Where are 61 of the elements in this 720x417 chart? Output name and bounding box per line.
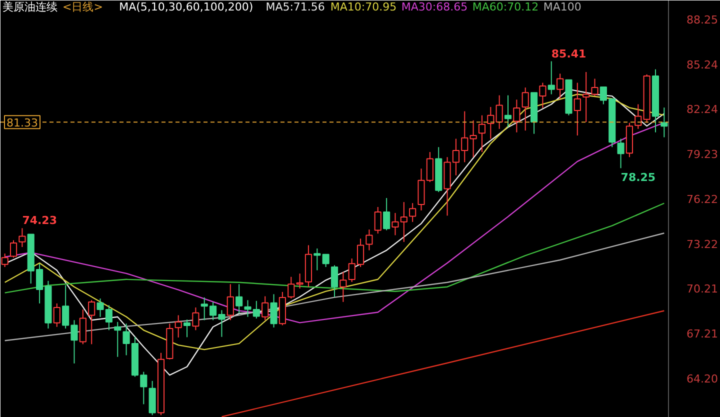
candlestick — [236, 284, 243, 314]
annotation: 74.23 — [22, 214, 57, 228]
candlestick — [478, 114, 486, 153]
candlestick — [374, 206, 382, 234]
ref-line-label: 81.33 — [6, 116, 38, 130]
text: MA60:70.12 — [472, 0, 539, 14]
text: MA30:68.65 — [401, 0, 468, 14]
candlestick — [288, 276, 295, 300]
text: MA100 — [543, 0, 582, 14]
candlestick — [183, 319, 191, 338]
annotation: 78.25 — [620, 171, 656, 184]
candlestick — [496, 94, 503, 130]
candlestick — [330, 264, 338, 298]
y-tick-label: 76.22 — [686, 192, 718, 206]
candlestick — [114, 321, 122, 358]
candlestick — [226, 284, 234, 321]
candlestick — [383, 198, 390, 231]
candlestick — [634, 104, 642, 130]
annotation: MA(5,10,30,60,100,200) — [119, 0, 254, 14]
candlestick — [470, 120, 477, 158]
candlestick — [314, 248, 321, 271]
candlestick — [340, 271, 347, 302]
candlestick — [461, 110, 468, 163]
candlestick — [296, 273, 304, 290]
y-tick-label: 70.21 — [686, 282, 718, 296]
candlestick — [53, 302, 60, 328]
candlestick — [513, 99, 520, 133]
y-tick-label: 88.25 — [686, 13, 718, 26]
candlestick — [366, 229, 373, 251]
candlestick — [88, 300, 96, 345]
y-tick-label: 64.20 — [686, 372, 718, 386]
candlestick — [192, 306, 200, 331]
y-tick-label: 67.21 — [686, 327, 718, 340]
candlestick — [504, 94, 512, 128]
y-tick-label: 82.24 — [686, 103, 718, 116]
candlestick — [409, 202, 416, 222]
candlestick — [548, 60, 555, 95]
text: MA5:71.56 — [266, 0, 325, 14]
line-series — [4, 232, 665, 342]
line-series — [4, 202, 665, 294]
candlestick — [574, 82, 581, 136]
chart-subtitle: <日线> — [62, 0, 103, 14]
annotation: 85.41 — [551, 47, 586, 60]
candlestick — [487, 106, 494, 140]
y-tick-label: 85.24 — [686, 58, 718, 72]
candlestick — [10, 240, 18, 258]
chart-title: 美原油连续 — [2, 0, 58, 14]
candlestick — [539, 82, 546, 108]
candlestick — [617, 138, 624, 169]
candlestick — [262, 296, 269, 321]
text: MA10:70.95 — [330, 0, 397, 14]
candlestick — [322, 254, 330, 268]
candlestick — [79, 309, 86, 345]
candlestick — [660, 107, 668, 138]
candlestick — [174, 314, 182, 338]
y-tick-label: 79.23 — [686, 148, 718, 162]
candlestick — [270, 294, 278, 328]
candlestick — [18, 228, 26, 248]
y-tick-label: 73.22 — [686, 238, 718, 251]
candlestick — [556, 73, 564, 100]
candlestick — [522, 87, 529, 132]
